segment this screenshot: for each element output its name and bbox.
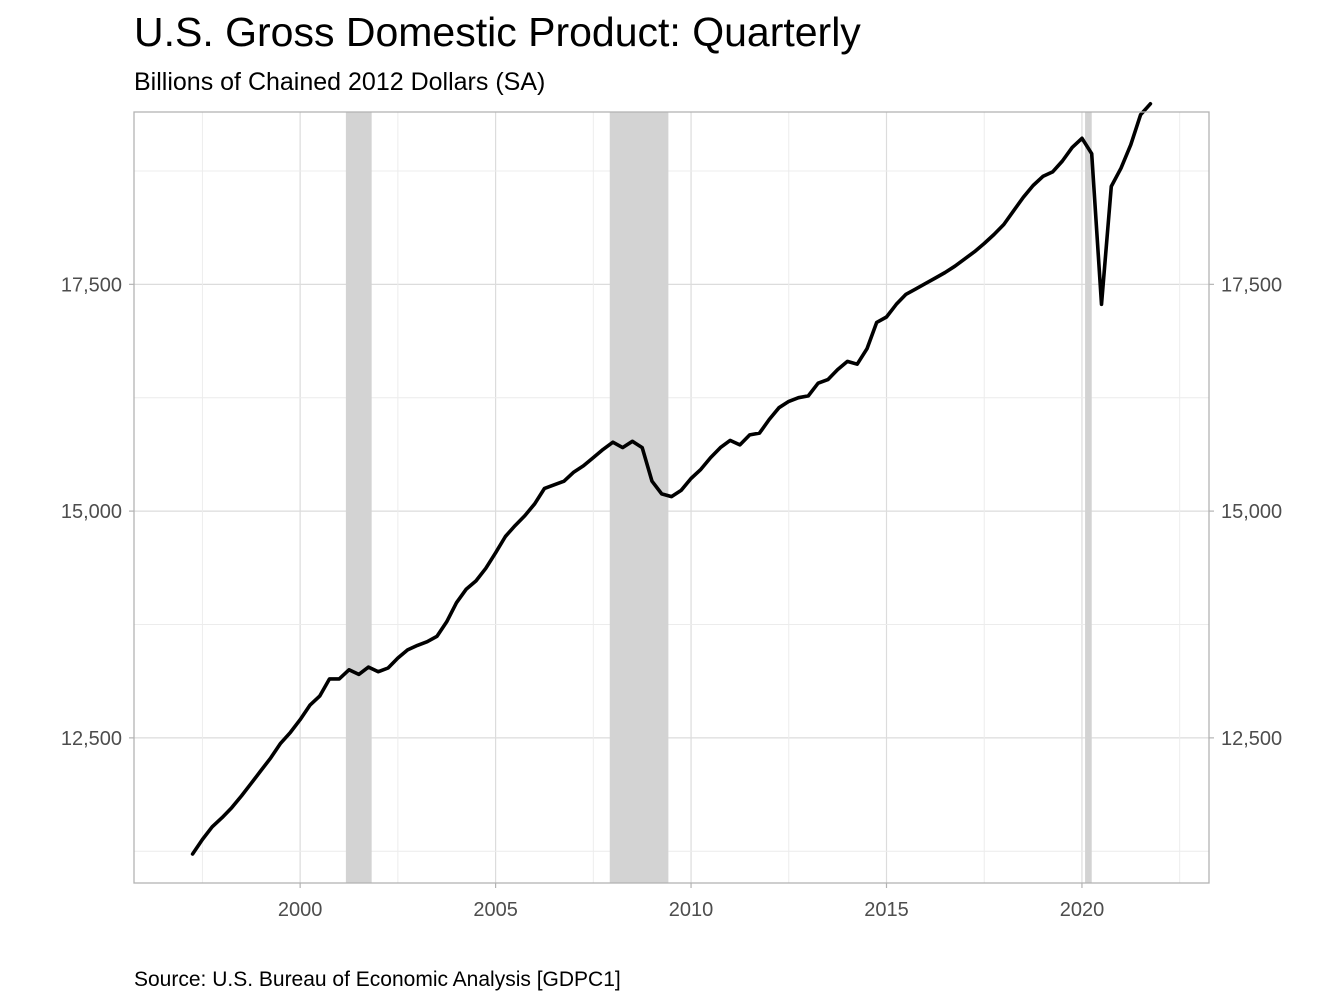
y-axis-left: 12,500 15,000 17,500 xyxy=(61,274,134,750)
x-tick-label: 2005 xyxy=(473,899,518,921)
y-axis-right: 12,500 15,000 17,500 xyxy=(1209,274,1282,750)
x-tick-label: 2015 xyxy=(864,899,909,921)
source-note: Source: U.S. Bureau of Economic Analysis… xyxy=(134,968,621,991)
major-gridlines xyxy=(134,112,1209,883)
recession-band xyxy=(609,112,669,883)
gdp-series-line xyxy=(190,102,1153,856)
plot-border xyxy=(133,111,1210,884)
x-axis: 2000 2005 2010 2015 2020 xyxy=(278,883,1104,921)
x-tick-label: 2010 xyxy=(669,899,714,921)
x-tick-label: 2000 xyxy=(278,899,323,921)
y-tick-label-left: 12,500 xyxy=(61,728,122,750)
series-layer xyxy=(190,102,1153,856)
y-tick-label-left: 15,000 xyxy=(61,501,122,523)
chart-subtitle: Billions of Chained 2012 Dollars (SA) xyxy=(134,68,546,96)
y-tick-label-right: 15,000 xyxy=(1221,501,1282,523)
recession-bands xyxy=(345,112,1092,883)
y-tick-label-right: 12,500 xyxy=(1221,728,1282,750)
y-tick-label-left: 17,500 xyxy=(61,274,122,296)
x-tick-label: 2020 xyxy=(1060,899,1105,921)
recession-band xyxy=(345,112,372,883)
chart-title: U.S. Gross Domestic Product: Quarterly xyxy=(134,9,861,55)
minor-gridlines xyxy=(134,112,1209,883)
recession-band xyxy=(1085,112,1092,883)
y-tick-label-right: 17,500 xyxy=(1221,274,1282,296)
